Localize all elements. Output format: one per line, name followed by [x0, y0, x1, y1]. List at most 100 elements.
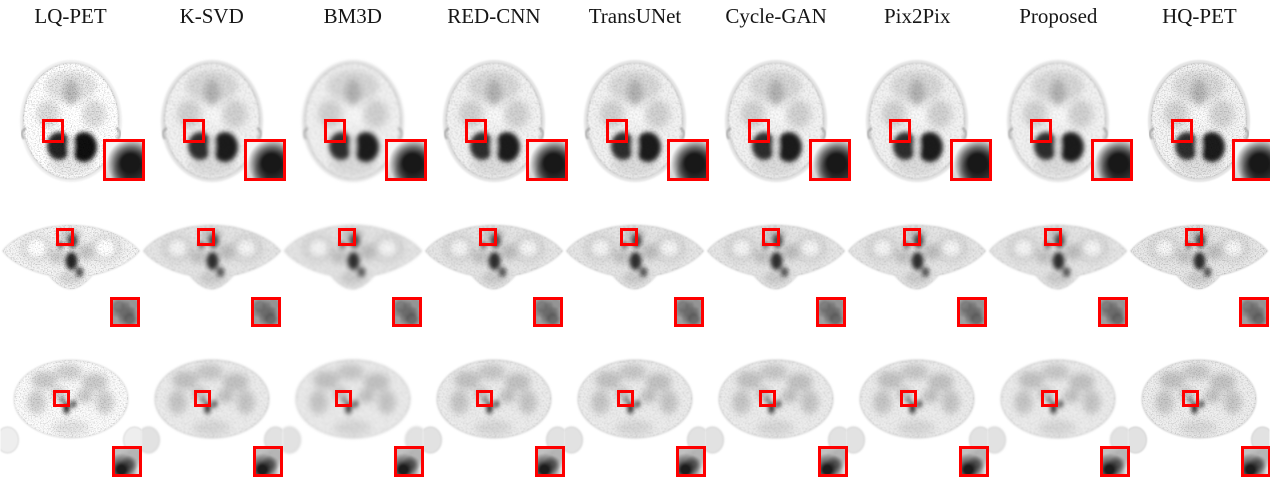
scan-cell [706, 191, 847, 338]
roi-box [747, 119, 770, 143]
method-label-red-cnn: RED-CNN [447, 4, 541, 28]
zoom-inset-texture [538, 449, 563, 474]
zoom-inset-texture [113, 300, 137, 324]
abdomen-axial-pet-scan-icon [564, 350, 705, 456]
pet-scan-artwork [847, 215, 988, 295]
scan-cell [141, 191, 282, 338]
roi-box [1029, 119, 1052, 143]
shoulder-axial-pet-scan-icon [0, 215, 141, 295]
zoom-inset-texture [679, 449, 704, 474]
roi-box [42, 119, 64, 143]
zoom-inset [1090, 139, 1133, 181]
abdomen-axial-pet-scan-icon [423, 350, 564, 456]
scan-cell [282, 46, 428, 191]
zoom-inset [533, 297, 564, 327]
scan-cell [0, 338, 142, 478]
abdomen-axial-pet-scan-icon [0, 350, 141, 456]
zoom-inset-texture [1241, 300, 1266, 324]
zoom-inset-texture [1243, 449, 1268, 474]
roi-box [476, 390, 494, 407]
pet-scan-artwork [706, 215, 847, 295]
zoom-inset [392, 297, 423, 327]
roi-box [888, 119, 911, 143]
zoom-inset-texture [811, 142, 848, 178]
zoom-inset [103, 139, 145, 181]
pet-scan-artwork [423, 350, 564, 456]
roi-box [606, 119, 629, 143]
abdomen-axial-pet-scan-icon [141, 350, 282, 456]
zoom-inset [674, 297, 705, 327]
zoom-inset [958, 446, 989, 477]
zoom-inset [110, 297, 140, 327]
method-label-proposed: Proposed [1019, 4, 1098, 28]
pet-scan-artwork [706, 350, 847, 456]
zoom-inset [1240, 446, 1270, 477]
zoom-inset-texture [247, 142, 284, 178]
roi-box [465, 119, 488, 143]
scan-cell [706, 338, 848, 478]
roi-box [197, 228, 216, 246]
scan-cell [423, 338, 566, 478]
zoom-inset-texture [1093, 142, 1130, 178]
zoom-inset [1097, 297, 1128, 327]
zoom-inset-texture [952, 142, 989, 178]
zoom-inset-texture [529, 142, 566, 178]
pet-scan-artwork [141, 215, 282, 295]
pet-scan-artwork [282, 350, 423, 456]
zoom-inset [1238, 297, 1269, 327]
zoom-inset-texture [820, 449, 845, 474]
zoom-inset [1099, 446, 1130, 477]
zoom-inset [385, 139, 428, 181]
zoom-inset-texture [254, 300, 279, 324]
roi-box [324, 119, 347, 143]
pet-scan-artwork [988, 215, 1129, 295]
zoom-inset-texture [1100, 300, 1125, 324]
roi-box [1170, 119, 1193, 143]
zoom-inset-texture [397, 449, 422, 474]
shoulder-axial-pet-scan-icon [706, 215, 847, 295]
scan-cell [988, 338, 1130, 478]
zoom-inset-texture [818, 300, 843, 324]
abdomen-axial-pet-scan-icon [1129, 350, 1270, 456]
scan-grid [0, 46, 1270, 478]
zoom-inset-texture [256, 449, 281, 474]
scan-cell [564, 191, 705, 338]
roi-box [902, 228, 921, 246]
scan-row-head [0, 46, 1270, 191]
pet-scan-artwork [282, 215, 423, 295]
roi-box [335, 390, 353, 407]
zoom-inset [535, 446, 566, 477]
scan-cell [1129, 191, 1270, 338]
roi-box [183, 119, 206, 143]
abdomen-axial-pet-scan-icon [282, 350, 423, 456]
method-label-bm3d: BM3D [323, 4, 382, 28]
shoulder-axial-pet-scan-icon [423, 215, 564, 295]
zoom-inset [808, 139, 851, 181]
zoom-inset-texture [536, 300, 561, 324]
method-label-pix2pix: Pix2Pix [883, 4, 951, 28]
scan-cell [423, 46, 569, 191]
scan-cell [847, 338, 989, 478]
scan-cell [988, 46, 1133, 191]
roi-box [56, 228, 74, 246]
zoom-inset [949, 139, 992, 181]
shoulder-axial-pet-scan-icon [564, 215, 705, 295]
abdomen-axial-pet-scan-icon [988, 350, 1129, 456]
roi-box [194, 390, 212, 407]
scan-cell [847, 191, 988, 338]
roi-box [338, 228, 357, 246]
scan-cell [1129, 338, 1270, 478]
pet-scan-artwork [423, 215, 564, 295]
zoom-inset-texture [115, 449, 139, 474]
pet-scan-artwork [141, 350, 282, 456]
scan-cell [141, 46, 287, 191]
method-label-k-svd: K-SVD [179, 4, 244, 28]
zoom-inset [253, 446, 284, 477]
zoom-inset-texture [959, 300, 984, 324]
roi-box [617, 390, 635, 407]
zoom-inset [676, 446, 707, 477]
pet-scan-artwork [0, 215, 141, 295]
zoom-inset-texture [1102, 449, 1127, 474]
roi-box [1181, 390, 1199, 407]
pet-scan-artwork [847, 350, 988, 456]
